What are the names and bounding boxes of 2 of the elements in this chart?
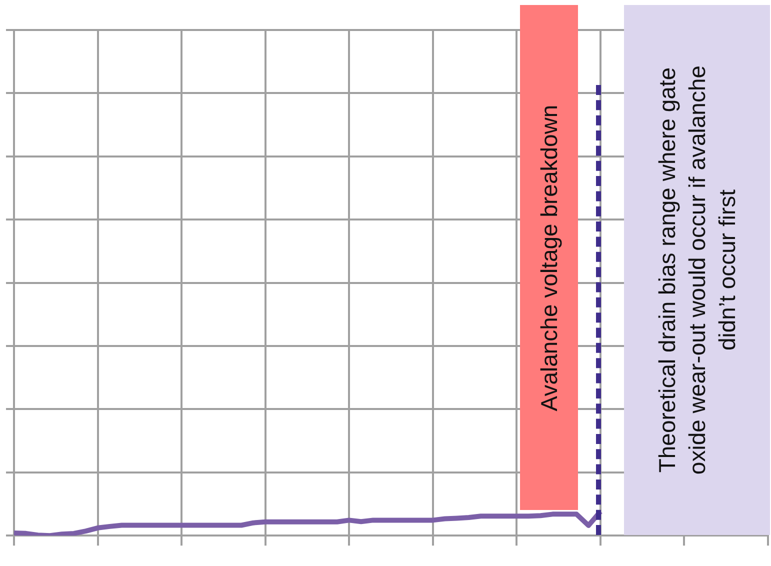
highlight-box: Theoretical drain bias range where gate oxide wear-out would occur if avalanche didn’t occur first xyxy=(624,5,770,535)
highlight-box: Avalanche voltage breakdown xyxy=(520,5,578,510)
